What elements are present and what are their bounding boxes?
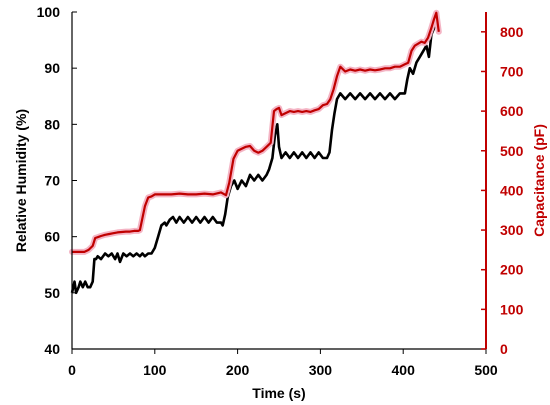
capacitance-series-line xyxy=(72,11,440,253)
left-y-axis-label: Relative Humidity (%) xyxy=(13,109,29,252)
right-y-tick-label: 300 xyxy=(500,222,524,238)
humidity-series-line xyxy=(70,16,440,295)
left-y-tick-label: 80 xyxy=(44,116,60,132)
left-y-tick-label: 40 xyxy=(44,341,60,357)
right-y-tick-label: 200 xyxy=(500,262,524,278)
right-y-tick-label: 500 xyxy=(500,143,524,159)
x-tick-label: 0 xyxy=(68,362,76,378)
x-tick-label: 300 xyxy=(309,362,333,378)
right-y-tick-label: 600 xyxy=(500,103,524,119)
x-tick-label: 500 xyxy=(474,362,498,378)
left-y-tick-label: 90 xyxy=(44,60,60,76)
axes-layer xyxy=(71,12,487,350)
right-y-tick-label: 100 xyxy=(500,301,524,317)
x-tick-label: 100 xyxy=(143,362,167,378)
left-y-tick-label: 100 xyxy=(37,4,61,20)
left-y-tick-label: 60 xyxy=(44,229,60,245)
right-y-tick-label: 800 xyxy=(500,24,524,40)
right-y-tick-label: 700 xyxy=(500,63,524,79)
right-y-tick-label: 0 xyxy=(500,341,508,357)
left-y-tick-label: 50 xyxy=(44,285,60,301)
left-y-tick-label: 70 xyxy=(44,173,60,189)
x-axis-label: Time (s) xyxy=(252,385,305,401)
ticks-layer: 0 100 200 300 400 500 40 50 60 70 80 90 100 0 100 200 30… xyxy=(37,4,524,378)
x-tick-label: 200 xyxy=(226,362,250,378)
x-tick-label: 400 xyxy=(392,362,416,378)
right-y-axis-label: Capacitance (pF) xyxy=(531,124,547,237)
series-layer xyxy=(69,9,442,295)
capacitance-series-halo xyxy=(69,9,442,255)
right-y-tick-label: 400 xyxy=(500,182,524,198)
